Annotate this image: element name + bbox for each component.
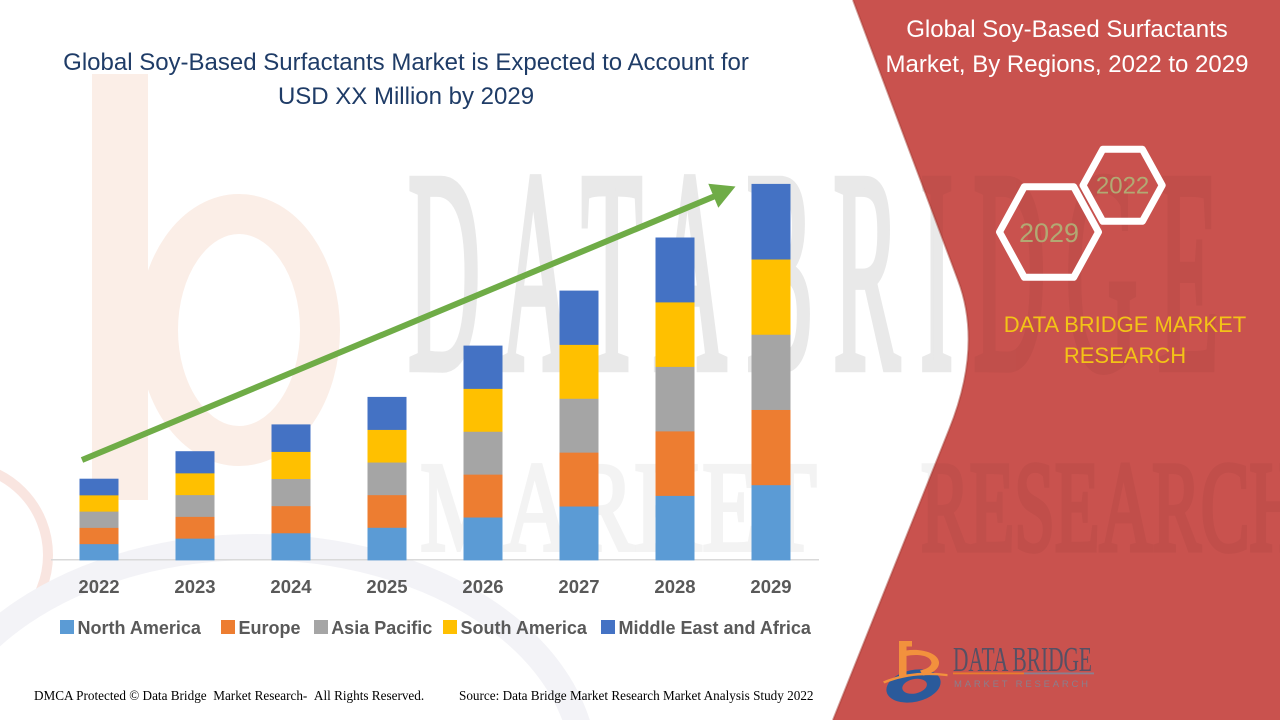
- svg-text:2022: 2022: [1096, 173, 1149, 200]
- svg-text:MARKET RESEARCH: MARKET RESEARCH: [954, 679, 1091, 690]
- svg-text:2029: 2029: [1019, 218, 1079, 248]
